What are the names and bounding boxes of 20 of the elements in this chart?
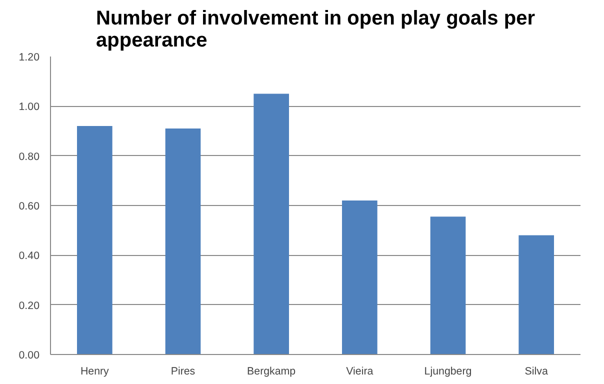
x-tick-label: Henry bbox=[80, 366, 110, 378]
chart-title: Number of involvement in open play goals per appearance bbox=[96, 8, 536, 52]
bar bbox=[165, 128, 201, 354]
x-tick-label: Ljungberg bbox=[424, 366, 472, 378]
y-tick-label: 0.00 bbox=[18, 350, 40, 362]
y-tick-label: 0.40 bbox=[18, 250, 40, 262]
bar bbox=[254, 94, 289, 354]
x-tick-label: Bergkamp bbox=[247, 366, 296, 378]
x-tick-label: Silva bbox=[524, 366, 548, 378]
x-tick-label: Vieira bbox=[346, 366, 374, 378]
bar bbox=[342, 200, 378, 354]
x-tick-label: Pires bbox=[170, 366, 196, 378]
bar bbox=[430, 216, 466, 354]
bar bbox=[77, 126, 112, 354]
y-tick-label: 0.20 bbox=[18, 300, 40, 312]
bar bbox=[518, 235, 554, 354]
y-tick-label: 1.20 bbox=[18, 52, 40, 64]
y-tick-label: 0.60 bbox=[18, 200, 40, 212]
y-tick-label: 1.00 bbox=[18, 101, 40, 114]
y-tick-label: 0.80 bbox=[18, 150, 40, 163]
